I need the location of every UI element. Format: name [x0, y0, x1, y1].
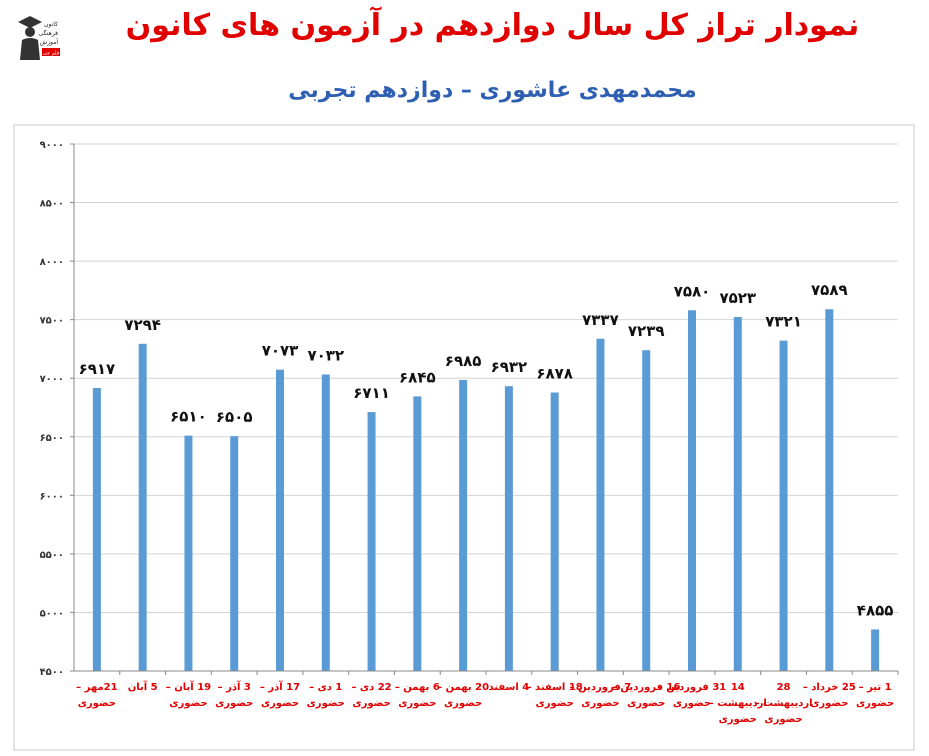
x-tick-label: 18 اسفند – — [527, 682, 583, 693]
x-tick-label: 25 خرداد – — [803, 682, 856, 693]
data-label: ۷۵۸۰ — [674, 282, 711, 300]
y-tick-label: ۶۰۰۰ — [40, 491, 64, 502]
x-tick-label: حضوری — [856, 698, 894, 709]
x-tick-label: حضوری — [810, 698, 848, 709]
bar — [825, 309, 834, 671]
bar — [459, 379, 468, 671]
y-tick-label: ۷۵۰۰ — [40, 316, 64, 327]
data-labels: ۶۹۱۷ ۷۲۹۴ ۶۵۱۰ ۶۵۰۵ ۷۰۷۳ ۷۰۳۲ ۶۷۱۱ ۶۸۴۵ ۶۹۸۵ ۶۹۳۲… — [79, 281, 894, 619]
x-tick-label: حضوری — [627, 698, 665, 709]
data-label: ۷۰۷۳ — [262, 342, 299, 360]
data-label: ۶۷۱۱ — [353, 384, 390, 402]
bar — [230, 436, 239, 671]
x-tick-label: حضوری — [536, 698, 574, 709]
x-tick-label: حضوری — [719, 714, 757, 725]
bar — [550, 392, 559, 671]
x-tick-label: حضوری — [307, 698, 345, 709]
x-tick-label: 7 فروردین – — [570, 682, 632, 693]
x-tick-label: 1 دی – — [309, 682, 342, 693]
x-tick-label: حضوری — [444, 698, 482, 709]
x-tick-label: حضوری — [352, 698, 390, 709]
data-label: ۶۹۸۵ — [445, 352, 482, 370]
bar — [367, 412, 376, 671]
x-axis-labels: 21مهر – حضوری 5 آبان 19 آبان – حضوری 3 آذر – ح… — [76, 671, 899, 725]
x-tick-label: اردیبهشت – — [709, 698, 767, 709]
x-tick-label: 1 تیر – — [859, 682, 892, 693]
x-tick-label: 6 بهمن – — [395, 682, 440, 693]
y-tick-label: ۵۰۰۰ — [40, 608, 64, 619]
x-tick-label: 5 آبان — [128, 680, 158, 693]
y-tick-label: ۷۰۰۰ — [40, 374, 64, 385]
data-label: ۴۸۵۵ — [857, 601, 894, 619]
x-tick-label: حضوری — [78, 698, 116, 709]
plot-frame — [13, 124, 915, 751]
x-tick-label: 4 اسفند — [488, 682, 529, 693]
x-tick-label: حضوری — [215, 698, 253, 709]
x-tick-label: 3 آذر – — [218, 680, 251, 693]
bar — [871, 629, 880, 671]
x-tick-label: اردیبهشت – — [755, 698, 813, 709]
x-tick-label: حضوری — [169, 698, 207, 709]
data-label: ۶۵۱۰ — [170, 408, 207, 426]
x-tick-label: 16 فروردین – — [612, 682, 681, 693]
bars — [92, 309, 880, 671]
bar — [413, 396, 422, 671]
data-label: ۶۹۳۲ — [491, 358, 528, 376]
y-axis-ticks: ۴۵۰۰ ۵۰۰۰ ۵۵۰۰ ۶۰۰۰ ۶۵۰۰ ۷۰۰۰ ۷۵۰۰ ۸۰۰۰ ۸۵۰۰ ۹۰۰۰ — [40, 140, 64, 678]
x-tick-label: حضوری — [764, 714, 802, 725]
data-label: ۷۵۲۳ — [719, 289, 756, 307]
bar — [276, 369, 284, 671]
bar — [733, 316, 742, 671]
y-tick-label: ۸۰۰۰ — [40, 257, 64, 268]
bar — [321, 374, 330, 671]
logo-line: فرهنگی — [39, 29, 59, 37]
x-tick-label: حضوری — [673, 698, 711, 709]
x-tick-label: 21مهر – — [76, 682, 117, 693]
x-tick-label: 14 — [731, 682, 745, 693]
bar — [504, 386, 513, 671]
x-tick-label: حضوری — [581, 698, 619, 709]
kanoon-logo: کانون فرهنگی آموزش قلم چی — [14, 8, 62, 70]
bar — [138, 343, 147, 671]
x-tick-label: 31 فروردین – — [658, 682, 727, 693]
chart-subtitle: محمدمهدی عاشوری – دوازدهم تجربی — [288, 78, 697, 103]
data-label: ۷۰۳۲ — [307, 346, 344, 364]
chart-title: نمودار تراز کل سال دوازدهم در آزمون های … — [125, 8, 860, 43]
bar — [642, 350, 651, 671]
data-label: ۷۲۹۴ — [124, 316, 161, 334]
data-label: ۶۹۱۷ — [79, 360, 116, 378]
y-tick-label: ۶۵۰۰ — [40, 433, 64, 444]
bar — [92, 387, 101, 671]
x-tick-label: 28 — [777, 682, 791, 693]
data-label: ۶۵۰۵ — [216, 408, 253, 426]
bar — [779, 340, 788, 671]
x-tick-label: 17 آذر – — [260, 680, 300, 693]
bar — [596, 338, 605, 671]
y-tick-label: ۸۵۰۰ — [40, 199, 64, 210]
y-tick-label: ۵۵۰۰ — [40, 550, 64, 561]
x-tick-label: حضوری — [398, 698, 436, 709]
data-label: ۷۲۳۹ — [628, 322, 665, 340]
data-label: ۶۸۴۵ — [399, 368, 436, 386]
data-label: ۶۸۷۸ — [536, 365, 573, 383]
x-tick-label: 20 بهمن – — [437, 682, 489, 693]
y-tick-label: ۴۵۰۰ — [40, 667, 64, 678]
x-tick-label: 19 آبان – — [166, 680, 211, 693]
logo-line: کانون — [44, 21, 58, 28]
logo-line: قلم چی — [43, 51, 60, 57]
data-label: ۷۳۳۷ — [582, 311, 619, 329]
bar — [688, 310, 696, 671]
y-tick-label: ۹۰۰۰ — [40, 140, 64, 151]
data-label: ۷۳۲۱ — [765, 313, 802, 331]
data-label: ۷۵۸۹ — [811, 281, 848, 299]
x-tick-label: حضوری — [261, 698, 299, 709]
logo-line: آموزش — [40, 37, 59, 46]
bar — [184, 435, 193, 671]
x-tick-label: 22 دی – — [351, 682, 391, 693]
